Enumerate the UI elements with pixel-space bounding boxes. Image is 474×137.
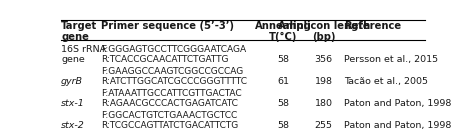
Text: 356: 356 <box>315 55 333 64</box>
Text: F:GGCACTGTCTGAAACTGCTCC: F:GGCACTGTCTGAAACTGCTCC <box>101 111 238 120</box>
Text: 198: 198 <box>315 77 333 86</box>
Text: Tacão et al., 2005: Tacão et al., 2005 <box>344 77 428 86</box>
Text: 58: 58 <box>277 121 289 130</box>
Text: R:AGAACGCCCACTGAGATCATC: R:AGAACGCCCACTGAGATCATC <box>101 99 238 108</box>
Text: stx-1: stx-1 <box>61 99 85 108</box>
Text: 16S rRNA: 16S rRNA <box>61 45 106 54</box>
Text: Paton and Paton, 1998: Paton and Paton, 1998 <box>344 99 451 108</box>
Text: F:GAAGGCCAAGTCGGCCGCCAG: F:GAAGGCCAAGTCGGCCGCCAG <box>101 67 244 75</box>
Text: Amplicon length
(bp): Amplicon length (bp) <box>278 21 370 42</box>
Text: R:TCACCGCAACATTCTGATTG: R:TCACCGCAACATTCTGATTG <box>101 55 229 64</box>
Text: Reference: Reference <box>344 21 401 31</box>
Text: 255: 255 <box>315 121 333 130</box>
Text: 58: 58 <box>277 55 289 64</box>
Text: Annealing
T(°C): Annealing T(°C) <box>255 21 312 42</box>
Text: R:ATCTTGGCATCGCCCGGGTTTTC: R:ATCTTGGCATCGCCCGGGTTTTC <box>101 77 247 86</box>
Text: 58: 58 <box>277 99 289 108</box>
Text: Persson et al., 2015: Persson et al., 2015 <box>344 55 438 64</box>
Text: F:GGGAGTGCCTTCGGGAATCAGA: F:GGGAGTGCCTTCGGGAATCAGA <box>101 45 246 54</box>
Text: stx-2: stx-2 <box>61 121 85 130</box>
Text: Target
gene: Target gene <box>61 21 97 42</box>
Text: gyrB: gyrB <box>61 77 83 86</box>
Text: F:ATAAATTGCCATTCGTTGACTAC: F:ATAAATTGCCATTCGTTGACTAC <box>101 89 242 98</box>
Text: Primer sequence (5’-3’): Primer sequence (5’-3’) <box>101 21 235 31</box>
Text: 180: 180 <box>315 99 333 108</box>
Text: Paton and Paton, 1998: Paton and Paton, 1998 <box>344 121 451 130</box>
Text: 61: 61 <box>277 77 289 86</box>
Text: R:TCGCCAGTTATCTGACATTCTG: R:TCGCCAGTTATCTGACATTCTG <box>101 121 239 130</box>
Text: gene: gene <box>61 55 85 64</box>
